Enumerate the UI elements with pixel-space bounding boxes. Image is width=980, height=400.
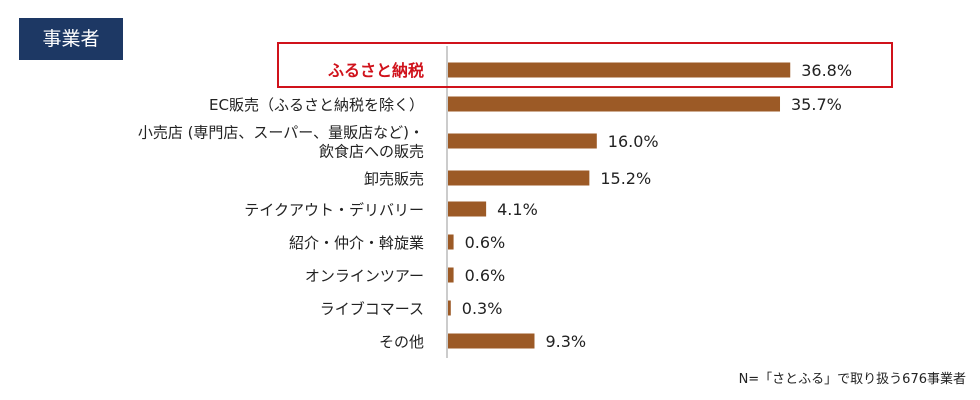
bar xyxy=(448,234,454,250)
value-label: 0.3% xyxy=(462,299,503,318)
bar xyxy=(448,133,597,149)
value-label: 35.7% xyxy=(791,95,842,114)
bar xyxy=(448,201,487,217)
value-label: 15.2% xyxy=(600,169,651,188)
category-label: ふるさと納税 xyxy=(328,61,424,80)
category-label: その他 xyxy=(379,333,424,351)
bar xyxy=(448,267,454,283)
bar xyxy=(448,62,791,78)
value-label: 0.6% xyxy=(465,266,506,285)
category-label: テイクアウト・デリバリー xyxy=(244,201,424,219)
category-label: EC販売（ふるさと納税を除く） xyxy=(209,96,424,114)
bar xyxy=(448,333,535,349)
category-label: ライブコマース xyxy=(320,300,424,318)
value-label: 4.1% xyxy=(497,200,538,219)
bar xyxy=(448,96,781,112)
category-label: オンラインツアー xyxy=(305,267,424,285)
segment-badge: 事業者 xyxy=(19,18,123,60)
category-label: 飲食店への販売 xyxy=(319,143,424,161)
footnote: N=「さとふる」で取り扱う676事業者 xyxy=(738,372,966,387)
value-label: 36.8% xyxy=(801,61,852,80)
highlight-frame xyxy=(277,42,893,88)
value-label: 0.6% xyxy=(465,233,506,252)
value-label: 16.0% xyxy=(608,132,659,151)
bar xyxy=(448,300,451,316)
value-label: 9.3% xyxy=(545,332,586,351)
category-label: 卸売販売 xyxy=(364,170,424,188)
bar xyxy=(448,170,590,186)
category-label: 小売店 (専門店、スーパー、量販店など)・ xyxy=(138,124,424,142)
category-label: 紹介・仲介・斡旋業 xyxy=(289,234,424,252)
